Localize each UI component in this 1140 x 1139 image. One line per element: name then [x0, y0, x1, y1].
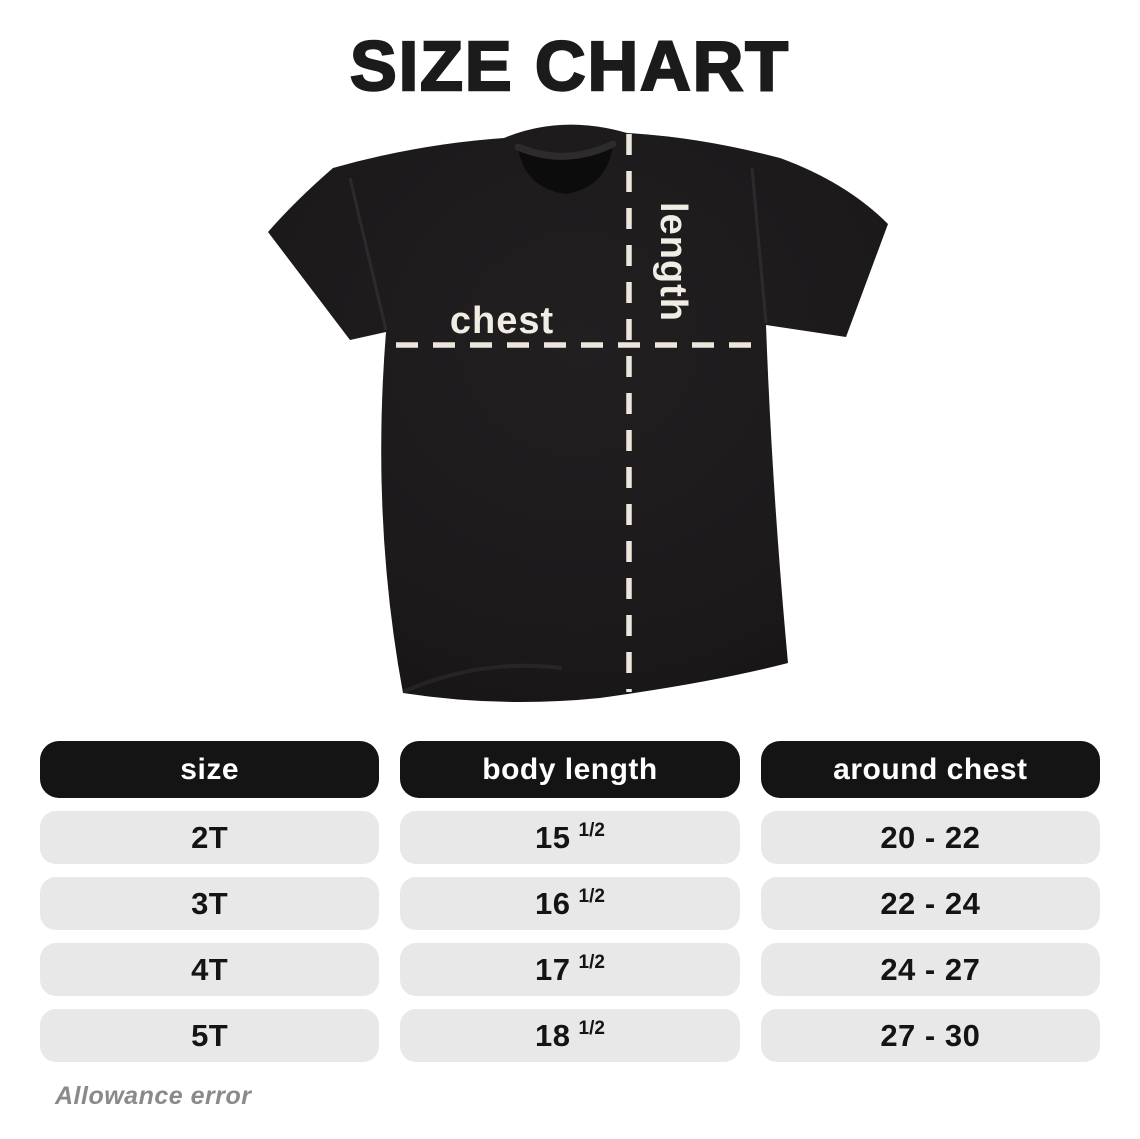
size-cell: 5T	[40, 1009, 380, 1062]
body-length-cell: 15 1/2	[400, 811, 740, 864]
tshirt-body	[268, 124, 888, 702]
size-cell: 3T	[40, 877, 380, 930]
body-length-value: 16	[535, 885, 571, 921]
around-chest-cell: 24 - 27	[760, 943, 1100, 996]
body-length-fraction: 1/2	[578, 951, 605, 973]
chest-label: chest	[450, 300, 554, 342]
tshirt-collar-band	[514, 140, 617, 160]
header-size: size	[40, 741, 380, 798]
right-sleeve-seam	[750, 167, 768, 324]
body-length-fraction: 1/2	[578, 1017, 605, 1039]
page-title: SIZE CHART	[349, 26, 790, 106]
size-cell: 2T	[40, 811, 380, 864]
body-length-cell: 16 1/2	[400, 877, 740, 930]
body-length-cell: 17 1/2	[400, 943, 740, 996]
around-chest-cell: 27 - 30	[760, 1009, 1100, 1062]
length-label: length	[652, 202, 694, 322]
left-sleeve-seam	[348, 177, 388, 331]
header-body-length: body length	[400, 741, 740, 798]
around-chest-cell: 20 - 22	[760, 811, 1100, 864]
header-around-chest: around chest	[760, 741, 1100, 798]
body-length-value: 17	[535, 951, 571, 987]
size-table: size body length around chest 2T 15 1/2 2…	[40, 741, 1100, 1062]
around-chest-cell: 22 - 24	[760, 877, 1100, 930]
body-length-fraction: 1/2	[578, 885, 605, 907]
hem-fold-crease	[402, 663, 563, 694]
body-length-fraction: 1/2	[578, 819, 605, 841]
body-length-cell: 18 1/2	[400, 1009, 740, 1062]
tshirt-diagram: chest length	[268, 124, 888, 702]
body-length-value: 18	[535, 1017, 571, 1053]
body-length-value: 15	[535, 819, 571, 855]
allowance-note: Allowance error	[55, 1082, 252, 1110]
size-cell: 4T	[40, 943, 380, 996]
